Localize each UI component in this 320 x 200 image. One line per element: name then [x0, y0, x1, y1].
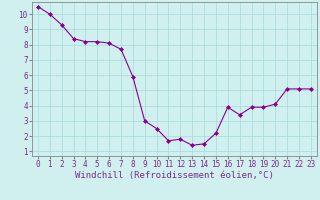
X-axis label: Windchill (Refroidissement éolien,°C): Windchill (Refroidissement éolien,°C) — [75, 171, 274, 180]
